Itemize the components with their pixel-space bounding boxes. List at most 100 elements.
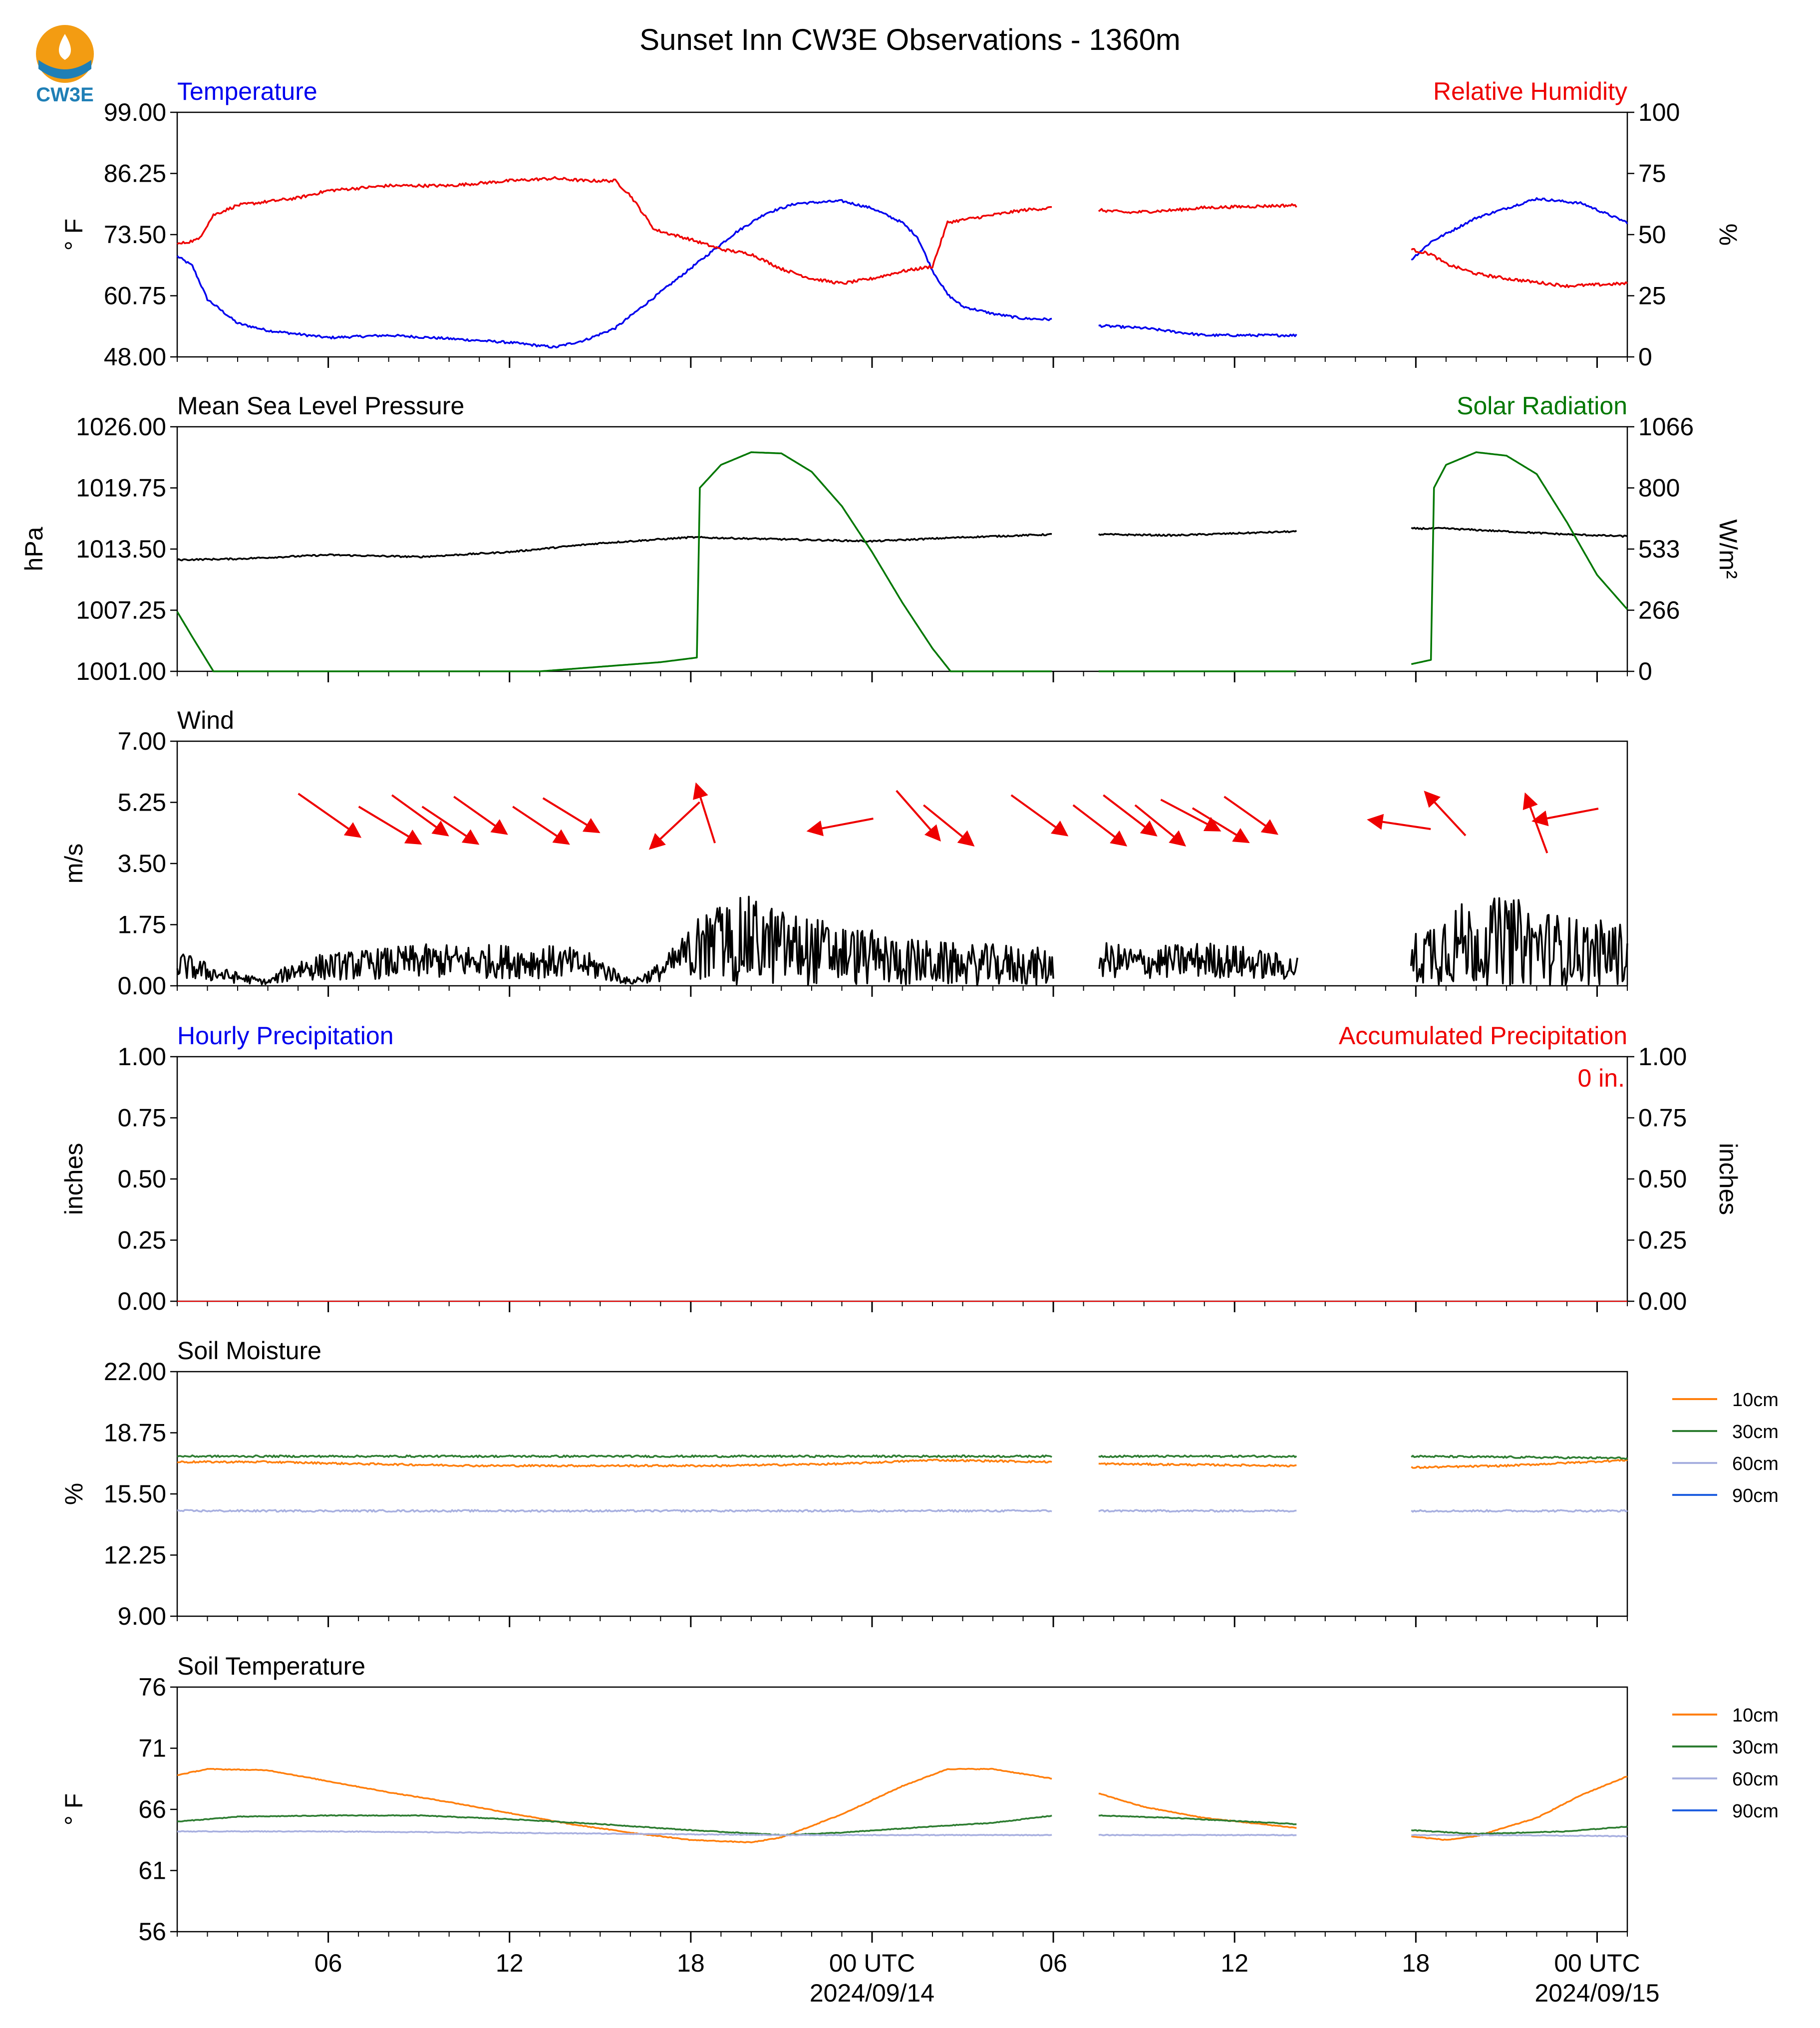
y-right-tick-label: 533	[1638, 535, 1680, 563]
cw3e-logo: CW3E	[27, 19, 102, 106]
y-tick-label: 3.50	[118, 850, 166, 877]
panel-1: Temperature Relative Humidity 99.00 86.25 73…	[60, 77, 1742, 371]
wind-arrow	[1223, 796, 1279, 835]
series-line-relative-humidity	[177, 176, 1628, 289]
y-tick-label: 7.00	[118, 727, 166, 755]
y-axis-label: ° F	[60, 219, 88, 251]
legend-label: 90cm	[1732, 1485, 1779, 1506]
y-right-tick-label: 0.00	[1638, 1287, 1687, 1315]
logo-drop-icon	[58, 34, 71, 60]
y-tick-label: 0.75	[118, 1104, 166, 1132]
logo-text: CW3E	[36, 84, 94, 104]
y-tick-label: 1007.25	[76, 596, 166, 624]
y-right-tick-label: 0.75	[1638, 1104, 1687, 1132]
y-tick-label: 66	[138, 1795, 166, 1823]
wind-arrow	[512, 806, 570, 845]
y-tick-label: 22.00	[104, 1358, 166, 1386]
series-line-10cm	[177, 1767, 1628, 1844]
legend-label: 30cm	[1732, 1422, 1779, 1443]
wind-arrow	[298, 793, 362, 838]
wind-arrow	[1522, 792, 1548, 854]
y-tick-label: 12.25	[104, 1541, 166, 1569]
y-tick-label: 0.00	[118, 1287, 166, 1315]
x-tick-label: 18	[1402, 1949, 1430, 1977]
panel-title-left: Soil Temperature	[177, 1652, 365, 1680]
panel-title-left: Wind	[177, 706, 234, 734]
y-tick-label: 1.00	[118, 1043, 166, 1071]
y-tick-label: 99.00	[104, 98, 166, 126]
panel-title-right: Relative Humidity	[1433, 77, 1627, 105]
y-tick-label: 56	[138, 1918, 166, 1946]
panel-3: Wind 7.00 5.25 3.50 1.75 0.00 m/s	[60, 706, 1628, 1000]
y-right-tick-label: 1.00	[1638, 1043, 1687, 1071]
series-line-mean-sea-level-pressure	[176, 527, 1628, 562]
y-tick-label: 86.25	[104, 160, 166, 188]
logo-wave	[38, 60, 91, 79]
x-tick-date-label: 2024/09/14	[810, 1979, 934, 2007]
y-tick-label: 15.50	[104, 1480, 166, 1508]
wind-arrow	[421, 806, 480, 845]
y-tick-label: 0.25	[118, 1226, 166, 1254]
y-axis-label: ° F	[60, 1793, 88, 1825]
panel-frame	[176, 740, 1628, 987]
legend-label: 90cm	[1732, 1801, 1779, 1822]
series-line-60cm	[177, 1830, 1628, 1838]
x-tick-label: 00 UTC	[1554, 1949, 1640, 1977]
series-line-60cm	[177, 1509, 1628, 1513]
y-tick-label: 18.75	[104, 1419, 166, 1447]
panel-2: Mean Sea Level Pressure Solar Radiation 10…	[20, 392, 1742, 685]
legend-label: 10cm	[1732, 1705, 1779, 1726]
y-right-tick-label: 1066	[1638, 413, 1694, 441]
wind-arrow	[693, 782, 716, 844]
series-line-30cm	[177, 1814, 1628, 1836]
wind-arrow	[453, 796, 508, 835]
wind-arrow	[806, 818, 874, 837]
wind-arrow	[1103, 794, 1158, 837]
y-right-tick-label: 0	[1638, 657, 1652, 685]
y-right-tick-label: 25	[1638, 282, 1666, 310]
y-right-tick-label: 0.50	[1638, 1165, 1687, 1193]
y-tick-label: 48.00	[104, 343, 166, 371]
x-tick-label: 12	[496, 1949, 524, 1977]
x-tick-label: 12	[1220, 1949, 1248, 1977]
panel-frame	[176, 1056, 1628, 1302]
legend-label: 10cm	[1732, 1390, 1779, 1411]
y-axis-label: inches	[60, 1143, 88, 1215]
y-tick-label: 9.00	[118, 1602, 166, 1630]
wind-arrow	[358, 806, 422, 845]
panel-frame	[176, 1686, 1628, 1933]
wind-arrow	[1192, 807, 1250, 844]
panel-title-left: Mean Sea Level Pressure	[177, 392, 464, 420]
panel-title-right: Solar Radiation	[1457, 392, 1627, 420]
y-right-tick-label: 0.25	[1638, 1226, 1687, 1254]
series-line-solar-radiation	[176, 451, 1628, 672]
y-right-axis-label: inches	[1714, 1143, 1742, 1215]
wind-arrow	[1134, 804, 1187, 847]
y-right-tick-label: 50	[1638, 221, 1666, 249]
annotation-label: 0 in.	[1577, 1064, 1625, 1092]
y-tick-label: 0.50	[118, 1165, 166, 1193]
x-tick-label: 06	[1039, 1949, 1067, 1977]
wind-arrow	[896, 790, 941, 842]
y-tick-label: 1019.75	[76, 474, 166, 502]
y-tick-label: 0.00	[118, 972, 166, 1000]
panel-frame	[176, 426, 1628, 672]
y-axis-label: %	[60, 1483, 88, 1505]
y-tick-label: 1026.00	[76, 413, 166, 441]
y-tick-label: 73.50	[104, 221, 166, 249]
series-line-temperature	[176, 197, 1628, 349]
y-tick-label: 76	[138, 1673, 166, 1701]
y-tick-label: 71	[138, 1735, 166, 1762]
legend-label: 60cm	[1732, 1769, 1779, 1790]
wind-arrow	[1010, 794, 1069, 837]
y-tick-label: 1001.00	[76, 657, 166, 685]
y-right-axis-label: W/m²	[1714, 519, 1742, 579]
x-tick-label: 00 UTC	[829, 1949, 915, 1977]
wind-arrow	[1072, 804, 1128, 847]
panel-title-right: Accumulated Precipitation	[1339, 1022, 1627, 1050]
wind-arrow	[648, 801, 700, 850]
x-tick-label: 18	[677, 1949, 705, 1977]
y-right-tick-label: 75	[1638, 160, 1666, 188]
wind-arrow	[391, 794, 449, 837]
